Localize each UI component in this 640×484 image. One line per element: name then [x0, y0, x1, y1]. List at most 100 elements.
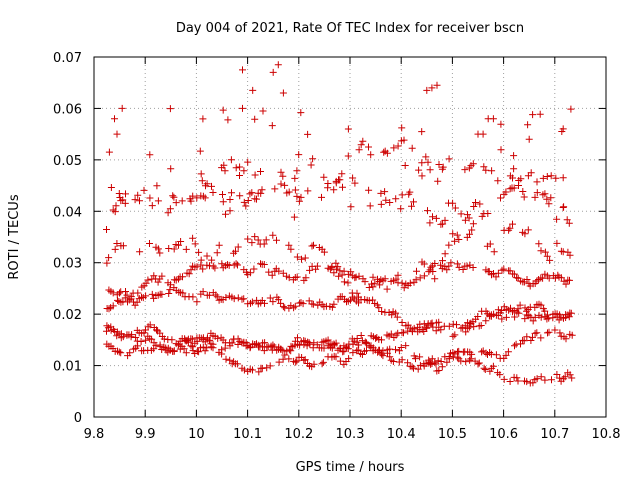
- data-point: [466, 356, 474, 364]
- y-tick-label: 0.04: [53, 205, 82, 220]
- data-point: [331, 341, 338, 349]
- data-point: [389, 358, 397, 365]
- data-point: [445, 155, 453, 163]
- data-point: [232, 164, 240, 172]
- data-point: [553, 371, 561, 378]
- data-point: [422, 153, 430, 161]
- data-point: [116, 289, 123, 297]
- data-point: [462, 358, 470, 366]
- data-point: [199, 115, 207, 123]
- data-point: [273, 236, 280, 244]
- data-point: [400, 284, 408, 292]
- data-point: [335, 272, 343, 280]
- data-point: [203, 252, 211, 260]
- data-point: [554, 271, 562, 279]
- data-point: [537, 313, 545, 321]
- data-point: [148, 290, 156, 298]
- data-point: [529, 333, 536, 341]
- data-point: [504, 348, 512, 356]
- data-point: [269, 298, 277, 306]
- data-point: [468, 226, 476, 234]
- data-point: [378, 308, 386, 315]
- data-point: [170, 193, 178, 201]
- data-point: [497, 194, 504, 202]
- data-point: [449, 349, 457, 357]
- data-point: [500, 265, 508, 273]
- data-point: [466, 230, 473, 238]
- data-point: [300, 356, 308, 364]
- data-point: [254, 341, 262, 349]
- data-point: [481, 366, 489, 373]
- data-point: [293, 167, 301, 175]
- data-point: [111, 245, 119, 253]
- data-point: [268, 122, 276, 130]
- data-point: [416, 353, 424, 361]
- data-point: [279, 303, 287, 311]
- data-point: [234, 294, 242, 302]
- data-point: [351, 179, 359, 187]
- data-point: [424, 321, 432, 329]
- data-point: [527, 169, 535, 177]
- data-point: [300, 341, 308, 349]
- data-point: [449, 332, 457, 340]
- data-point: [170, 348, 178, 355]
- data-point: [126, 349, 134, 357]
- data-point: [475, 359, 483, 367]
- data-point: [187, 342, 195, 350]
- data-point: [123, 291, 131, 299]
- data-point: [117, 197, 125, 205]
- data-point: [255, 368, 263, 376]
- data-point: [547, 194, 555, 202]
- data-point: [293, 273, 301, 281]
- data-point: [197, 334, 205, 342]
- data-point: [170, 245, 178, 253]
- data-point: [357, 332, 365, 339]
- data-point: [215, 241, 223, 249]
- data-point: [115, 190, 123, 197]
- data-point: [226, 342, 234, 350]
- data-point: [205, 291, 213, 299]
- data-point: [244, 235, 252, 243]
- data-point: [191, 240, 199, 248]
- data-point: [113, 130, 121, 138]
- data-point: [552, 174, 560, 182]
- data-point: [494, 269, 502, 277]
- data-point: [451, 237, 459, 245]
- data-point: [232, 260, 240, 268]
- data-point: [189, 293, 197, 301]
- data-point: [230, 295, 238, 303]
- data-point: [471, 357, 479, 365]
- data-point: [443, 358, 451, 366]
- data-point: [198, 177, 206, 185]
- data-point: [156, 341, 164, 349]
- data-point: [520, 337, 528, 345]
- data-point: [529, 111, 537, 119]
- data-point: [165, 290, 173, 297]
- data-point: [111, 208, 119, 216]
- data-point: [420, 260, 428, 268]
- data-point: [132, 334, 140, 341]
- data-point: [372, 334, 380, 342]
- data-point: [445, 353, 453, 360]
- data-point: [414, 365, 422, 373]
- data-point: [435, 367, 443, 374]
- data-point: [492, 273, 500, 281]
- data-point: [260, 240, 268, 248]
- data-point: [136, 197, 143, 205]
- ticks: 9.8 9.9 10 10.1 10.2 10.3 10.4 10.5 10.6 10.7 10.8…: [53, 51, 620, 442]
- data-point: [148, 202, 156, 210]
- data-point: [455, 347, 463, 355]
- data-point: [408, 144, 416, 152]
- data-point: [508, 184, 516, 192]
- data-point: [566, 371, 574, 379]
- data-point: [533, 189, 541, 197]
- data-point: [382, 196, 390, 204]
- data-point: [332, 177, 340, 185]
- data-point: [523, 276, 531, 283]
- data-point: [220, 161, 228, 169]
- y-tick-label: 0.03: [53, 257, 82, 272]
- data-point: [502, 313, 510, 321]
- data-point: [261, 299, 268, 307]
